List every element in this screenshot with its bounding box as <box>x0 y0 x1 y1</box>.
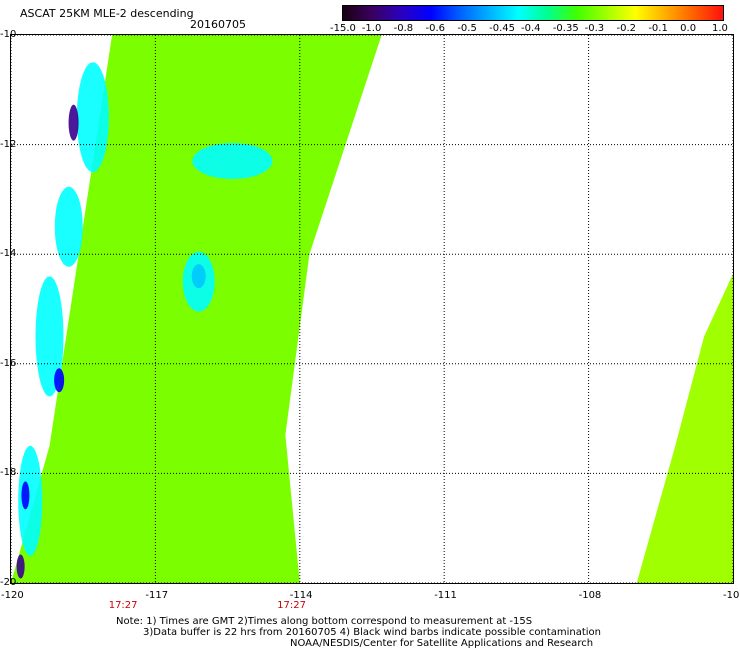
colorbar-tick-label: 1.0 <box>712 23 728 34</box>
latitude-label: -10 <box>0 29 17 40</box>
colorbar-tick-label: -0.4 <box>521 23 541 34</box>
latitude-label: -12 <box>0 138 17 150</box>
colorbar-tick-label: -0.1 <box>648 23 668 34</box>
swath-time-label: 17:27 <box>108 600 138 611</box>
note-line-3: NOAA/NESDIS/Center for Satellite Applica… <box>290 638 594 649</box>
map-plot-area <box>10 34 734 584</box>
colorbar-tick-label: -0.6 <box>425 23 446 34</box>
colorbar-tick-label: -15.0 <box>330 23 356 34</box>
longitude-label: -108 <box>578 590 602 601</box>
right-swath <box>636 273 733 583</box>
colorbar-tick-label: 0.0 <box>680 23 697 34</box>
swath-time-label: 17:27 <box>277 600 306 611</box>
longitude-label: -120 <box>1 590 24 601</box>
wind-speed-patch <box>54 186 83 267</box>
colorbar-tick-label: -0.8 <box>393 23 414 34</box>
latitude-label: -16 <box>0 357 17 369</box>
colorbar-tick-label: -0.45 <box>489 23 516 34</box>
longitude-label: -111 <box>434 590 457 601</box>
latitude-label: -20 <box>0 577 17 588</box>
wind-speed-patch <box>18 445 43 556</box>
note-line-2: 3)Data buffer is 22 hrs from 20160705 4)… <box>143 627 601 638</box>
longitude-label: -114 <box>289 590 313 601</box>
colorbar-tick-label: -0.5 <box>457 23 477 34</box>
colorbar-tick-label: -0.3 <box>584 23 605 34</box>
colorbar-tick-label: -1.0 <box>361 23 382 34</box>
colorbar-tick-label: -0.2 <box>616 23 637 34</box>
wind-speed-patch <box>192 143 273 180</box>
longitude-label: -105 <box>723 590 740 601</box>
wind-speed-patch <box>16 554 25 579</box>
product-title: ASCAT 25KM MLE-2 descending <box>20 7 194 20</box>
longitude-label: -117 <box>145 590 169 601</box>
wind-speed-patch <box>21 481 30 510</box>
latitude-label: -14 <box>0 248 17 260</box>
wind-speed-patch <box>76 62 109 173</box>
wind-map <box>11 35 733 583</box>
latitude-label: -18 <box>0 467 17 479</box>
colorbar <box>342 5 724 21</box>
wind-speed-patch <box>54 368 65 393</box>
wind-speed-patch <box>68 104 79 141</box>
product-date: 20160705 <box>190 18 246 31</box>
note-line-1: Note: 1) Times are GMT 2)Times along bot… <box>116 616 533 627</box>
wind-speed-patch <box>35 276 64 397</box>
colorbar-tick-label: -0.35 <box>552 23 579 34</box>
wind-speed-patch <box>191 264 206 289</box>
